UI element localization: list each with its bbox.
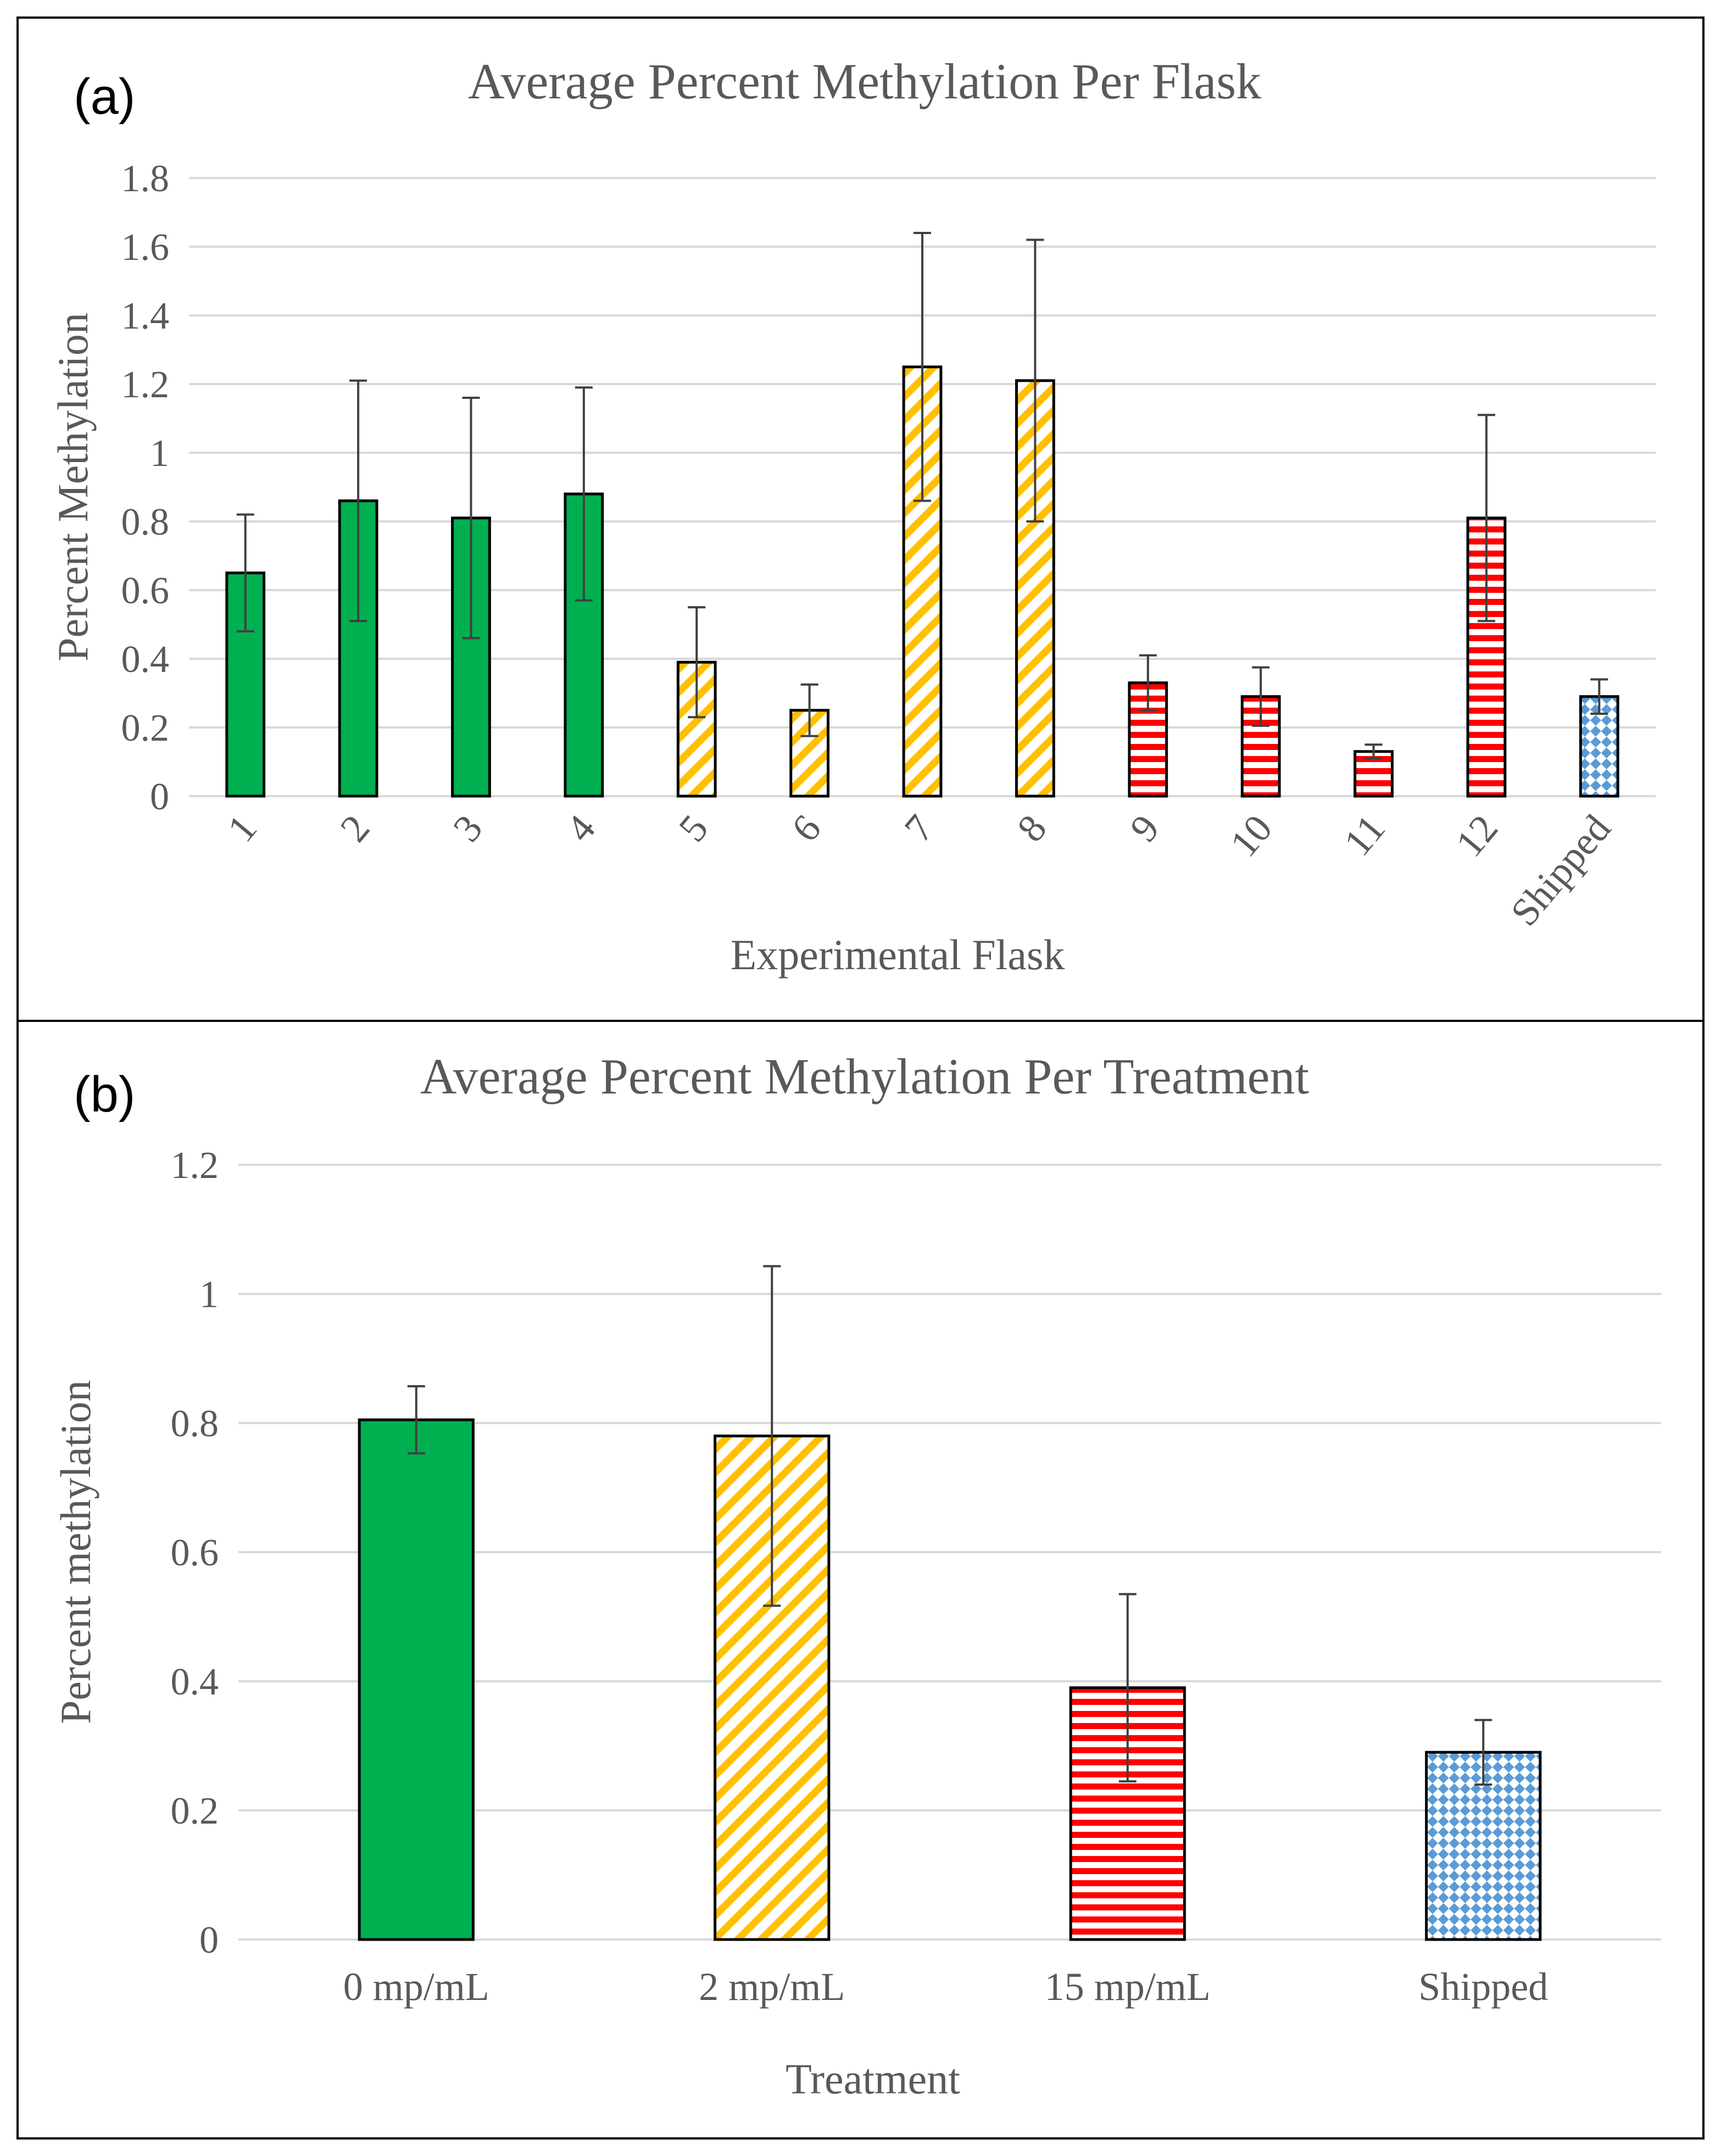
bar [225,571,266,798]
y-tick-label: 0.8 [121,501,170,543]
x-tick-label: 2 mp/mL [699,1965,845,2009]
x-tick-label: 10 [1222,807,1281,865]
error-bar [800,683,818,737]
chart-title: Average Percent Methylation Per Flask [468,53,1261,109]
y-tick-label: 0.6 [171,1532,219,1574]
y-tick-label: 0.2 [121,707,170,749]
y-axis-title: Percent Methylation [49,313,97,662]
panel-b-label: (b) [74,1066,136,1123]
chart-a: Average Percent Methylation Per Flask 0 0.… [49,53,1656,979]
error-bar [1364,743,1383,760]
y-tick-label: 0.6 [121,570,170,612]
error-bar [1139,654,1157,712]
chart-b: Average Percent Methylation Per Treatmen… [52,1048,1661,2103]
panel-a-label: (a) [74,69,136,125]
x-tick-label: 3 [444,807,491,850]
y-tick-label: 0.4 [171,1661,219,1703]
x-tick-label: 4 [558,807,604,850]
x-tick-label: 15 mp/mL [1045,1965,1211,2009]
error-bar [236,513,254,632]
x-tick-label: 12 [1447,807,1507,865]
error-bar [1252,666,1270,727]
y-tick-label: 0.8 [171,1403,219,1445]
error-bar [349,379,367,623]
x-tick-label: 1 [219,807,265,850]
x-tick-label: 11 [1335,807,1394,864]
y-tick-label: 0 [150,776,169,818]
y-axis-title: Percent methylation [52,1380,99,1724]
bar [1240,695,1281,798]
error-bar [1026,238,1044,523]
error-bar [407,1385,425,1455]
y-tick-label: 0.2 [171,1790,219,1832]
error-bar [688,606,706,719]
x-tick-label: 0 mp/mL [343,1965,489,2009]
error-bar [1590,678,1608,715]
chart-title: Average Percent Methylation Per Treatmen… [420,1048,1310,1104]
y-tick-label: 1 [150,432,169,475]
y-tick-label: 0 [199,1919,219,1961]
bar [358,1418,475,1941]
error-bar [1474,1719,1492,1786]
panel-a: (a) Average Percent Methylation Per Flas… [16,16,1705,1022]
y-tick-label: 1.6 [121,226,170,269]
x-tick-label: 2 [332,807,378,850]
y-tick-label: 1.2 [171,1144,219,1187]
y-tick-label: 0.4 [121,638,170,681]
x-axis-title: Treatment [786,2055,960,2103]
y-tick-label: 1.8 [121,158,170,200]
x-tick-label: 6 [783,807,829,850]
x-tick-label: 8 [1009,807,1055,850]
error-bar [462,397,480,640]
error-bar [575,386,593,602]
error-bar [1477,414,1495,623]
x-tick-label: Shipped [1502,807,1619,934]
error-bar [1118,1593,1137,1783]
x-tick-label: 5 [670,807,716,850]
x-tick-label: 9 [1122,807,1168,850]
x-axis-title: Experimental Flask [731,931,1065,979]
x-tick-label: 7 [896,807,942,850]
y-tick-label: 1.2 [121,364,170,406]
error-bar [914,232,931,502]
error-bar [763,1265,781,1607]
panel-b: (b) Average Percent Methylation Per Trea… [16,1020,1705,2140]
y-tick-label: 1 [199,1274,219,1316]
y-tick-label: 1.4 [121,295,170,337]
x-tick-label: Shipped [1418,1965,1548,2009]
